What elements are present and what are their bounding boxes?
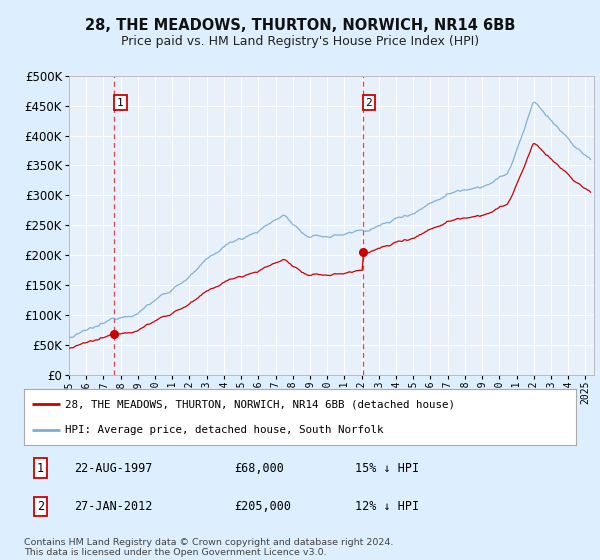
Text: 12% ↓ HPI: 12% ↓ HPI [355, 500, 419, 513]
Text: 15% ↓ HPI: 15% ↓ HPI [355, 462, 419, 475]
Text: £205,000: £205,000 [234, 500, 291, 513]
Text: 2: 2 [37, 500, 44, 513]
Text: 27-JAN-2012: 27-JAN-2012 [74, 500, 152, 513]
Text: HPI: Average price, detached house, South Norfolk: HPI: Average price, detached house, Sout… [65, 425, 384, 435]
Text: 28, THE MEADOWS, THURTON, NORWICH, NR14 6BB (detached house): 28, THE MEADOWS, THURTON, NORWICH, NR14 … [65, 399, 455, 409]
Text: 1: 1 [37, 462, 44, 475]
Text: 2: 2 [365, 97, 373, 108]
Text: 22-AUG-1997: 22-AUG-1997 [74, 462, 152, 475]
Text: 28, THE MEADOWS, THURTON, NORWICH, NR14 6BB: 28, THE MEADOWS, THURTON, NORWICH, NR14 … [85, 18, 515, 32]
Text: £68,000: £68,000 [234, 462, 284, 475]
Text: 1: 1 [117, 97, 124, 108]
Text: Contains HM Land Registry data © Crown copyright and database right 2024.
This d: Contains HM Land Registry data © Crown c… [24, 538, 394, 557]
Text: Price paid vs. HM Land Registry's House Price Index (HPI): Price paid vs. HM Land Registry's House … [121, 35, 479, 49]
